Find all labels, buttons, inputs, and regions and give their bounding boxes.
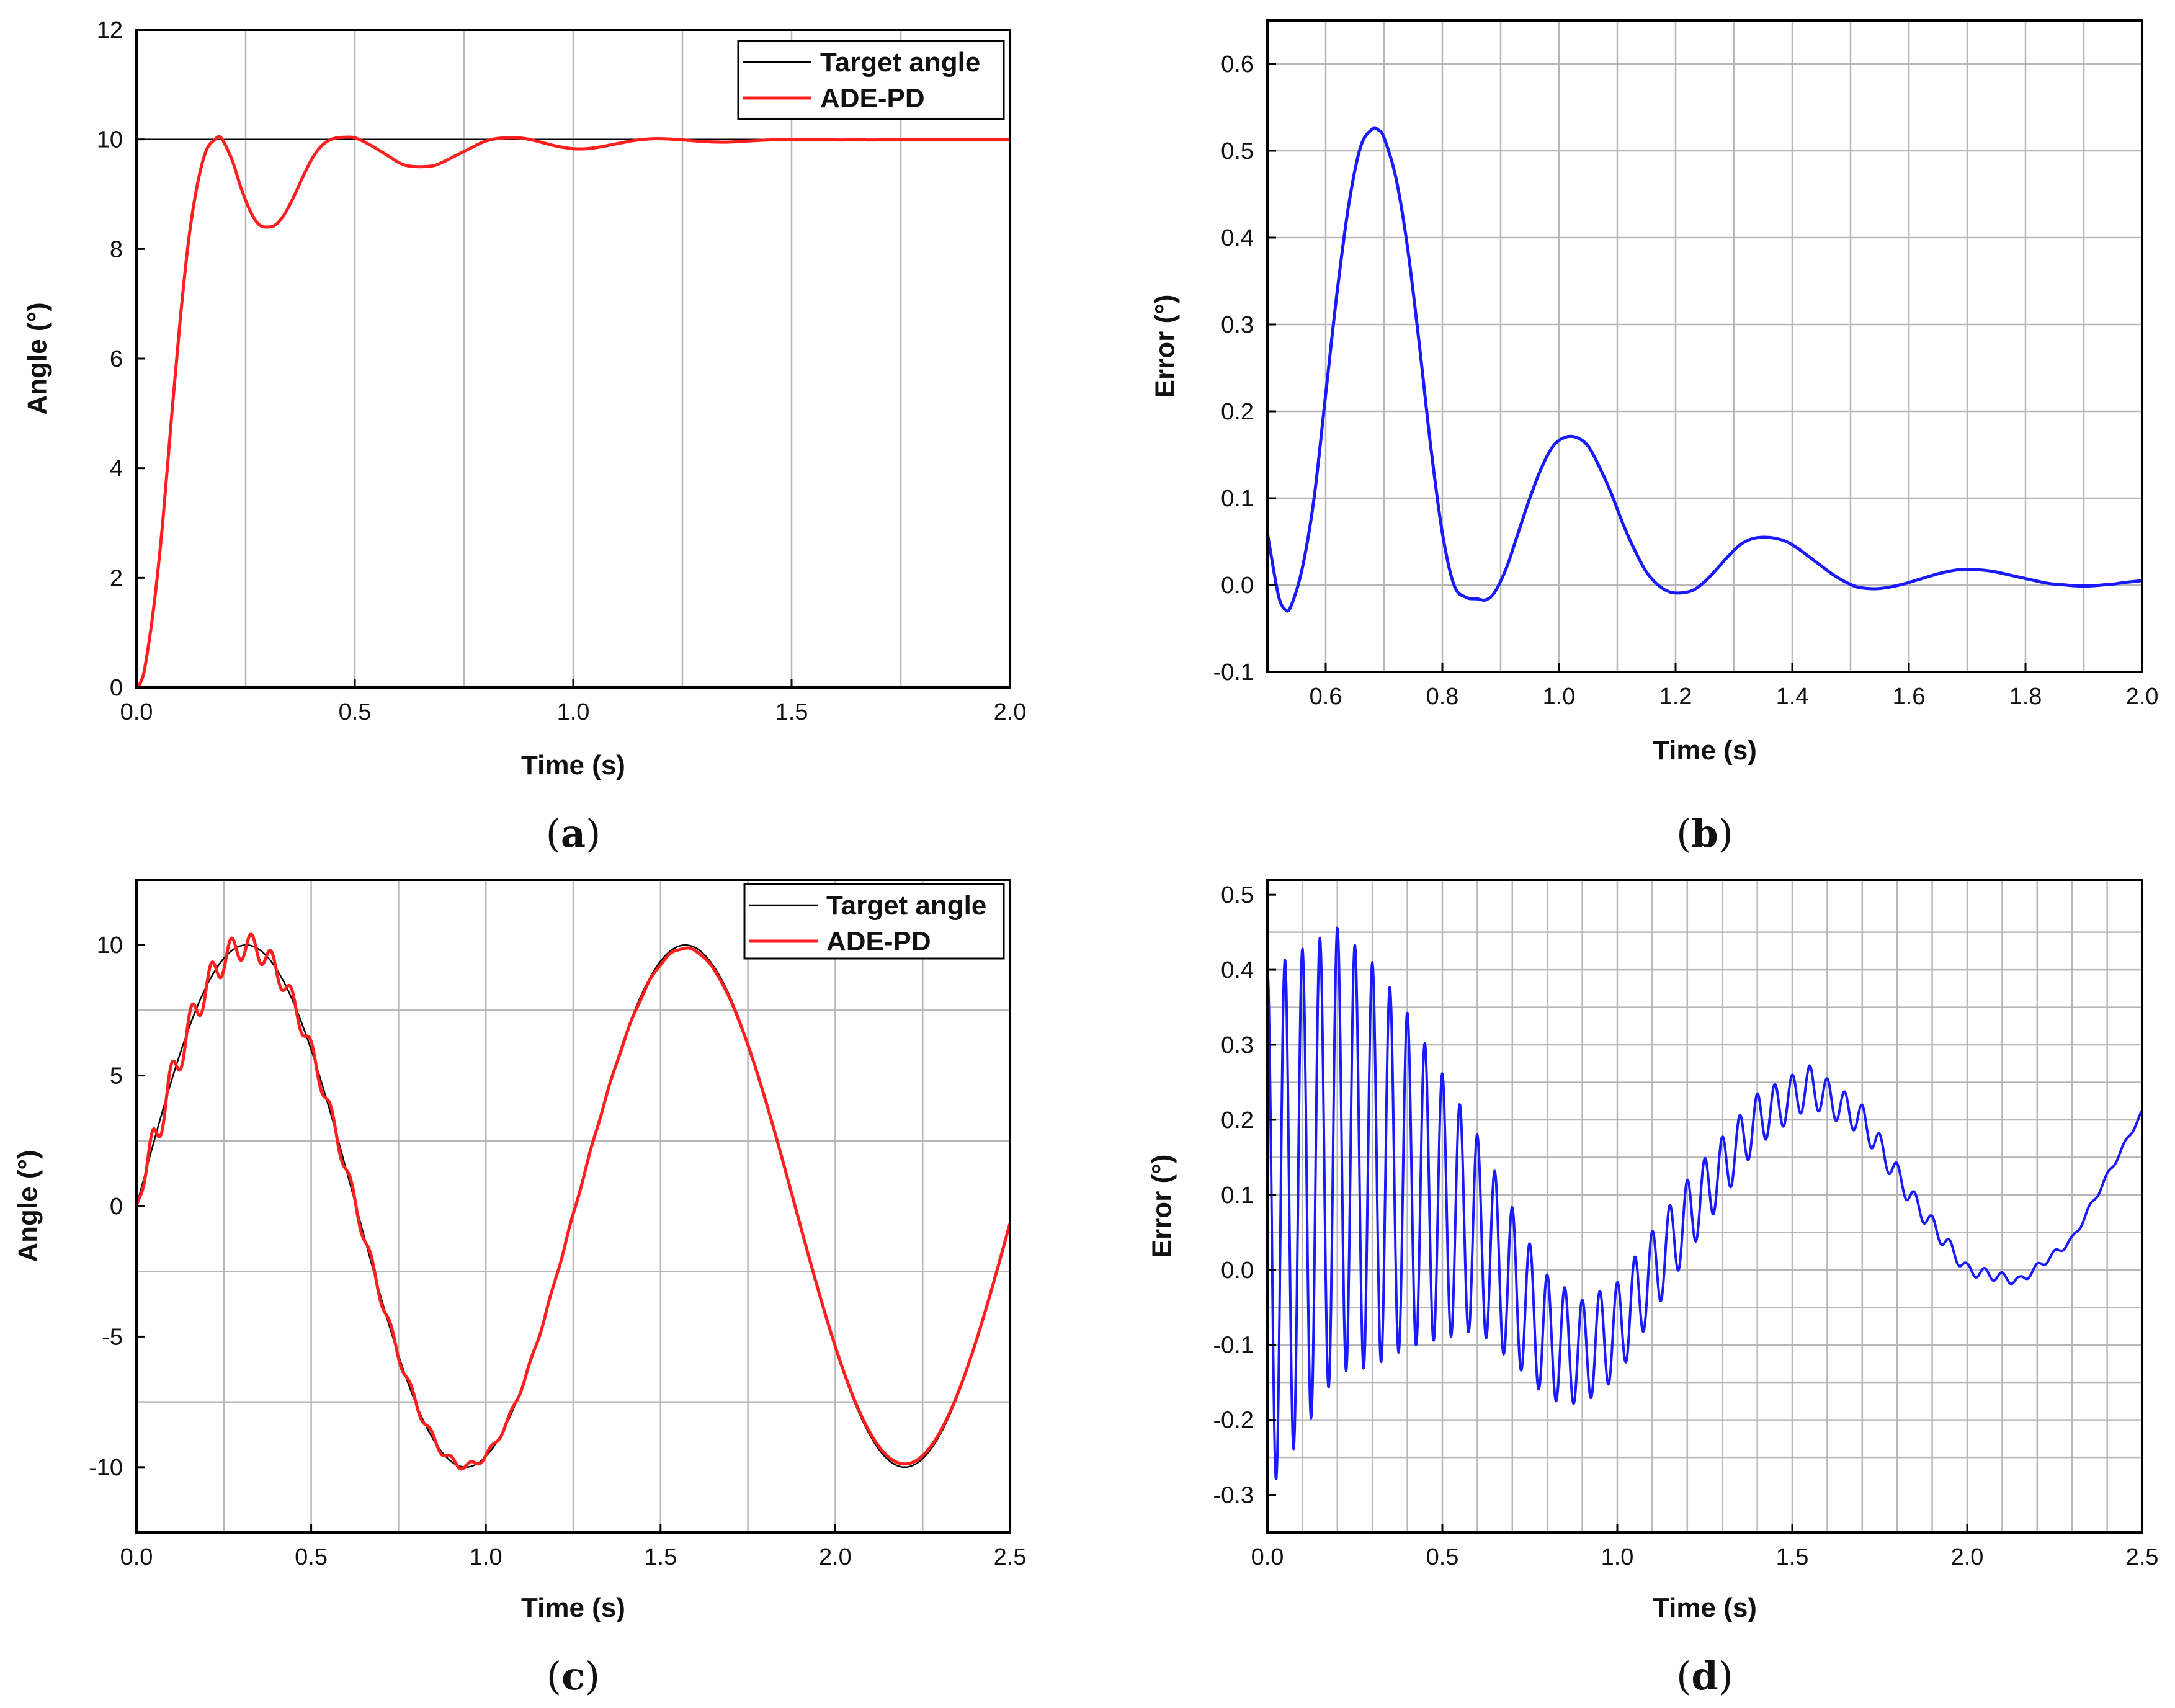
y-tick-label: 0.4: [1221, 225, 1254, 251]
x-tick-label: 0.5: [339, 699, 372, 725]
y-tick-label: 2: [110, 565, 123, 591]
grid-c: [136, 880, 1010, 1532]
caption-letter-b: b: [1691, 811, 1718, 856]
x-tick-label: 2.0: [1951, 1544, 1984, 1570]
grid-b: [1267, 20, 2142, 672]
y-tick-label: 0.3: [1221, 1032, 1254, 1058]
x-tick-label: 1.0: [1601, 1544, 1634, 1570]
legend-label-ade-pd: ADE-PD: [820, 83, 925, 114]
legend-label-ade-pd-c: ADE-PD: [826, 926, 931, 957]
x-tick-label: 0.5: [1426, 1544, 1459, 1570]
x-axis-title-c: Time (s): [521, 1593, 625, 1623]
y-tick-label: 10: [97, 932, 123, 959]
x-tick-label: 0.0: [1251, 1544, 1284, 1570]
x-axis-title-b: Time (s): [1653, 735, 1757, 766]
y-tick-label: 0.5: [1221, 882, 1254, 908]
x-tick-label: 2.0: [994, 699, 1027, 725]
x-tick-label: 0.0: [120, 699, 153, 725]
legend-label-target-angle-c: Target angle: [826, 890, 986, 921]
y-axis-title-a: Angle (°): [22, 302, 53, 414]
x-tick-label: 0.8: [1426, 684, 1459, 710]
ticks-a: 0.0 0.5 1.0 1.5 2.0 0 2 4 6 8 10 12: [97, 17, 1027, 725]
y-tick-label: 0.1: [1221, 486, 1254, 512]
legend-c: Target angle ADE-PD: [743, 883, 1005, 960]
ticks-c: 0.0 0.5 1.0 1.5 2.0 2.5 -10 -5 0 5 10: [89, 932, 1026, 1570]
y-tick-label: 0.6: [1221, 51, 1254, 78]
y-tick-label: 0.1: [1221, 1183, 1254, 1209]
x-tick-label: 0.5: [295, 1544, 328, 1570]
x-tick-label: 1.2: [1659, 684, 1692, 710]
caption-d: (d): [1676, 1653, 1733, 1699]
y-tick-label: -0.1: [1213, 1333, 1254, 1359]
y-tick-label: 0.5: [1221, 138, 1254, 164]
x-tick-label: 0.6: [1310, 684, 1342, 710]
x-tick-label: 1.0: [557, 699, 590, 725]
caption-a: (a): [546, 811, 601, 856]
series-layer-a: [136, 135, 1010, 687]
series-ade-pd-line-c: [136, 932, 1010, 1471]
legend-box-a: [737, 40, 1005, 120]
x-tick-label: 1.0: [1543, 684, 1576, 710]
series-layer-c: [136, 932, 1010, 1471]
plot-frame-b: [1266, 19, 2143, 673]
x-tick-label: 0.0: [120, 1544, 153, 1570]
x-tick-label: 1.8: [2009, 684, 2042, 710]
ticks-b: 0.6 0.8 1.0 1.2 1.4 1.6 1.8 2.0 -0.1 0.0 0.1 0.2 0.3…: [1213, 51, 2159, 710]
x-tick-label: 2.5: [2126, 1544, 2159, 1570]
y-axis-title-d: Error (°): [1147, 1155, 1177, 1258]
caption-letter-c: c: [561, 1653, 585, 1699]
series-ade-pd-line: [136, 135, 1010, 687]
y-tick-label: 0.0: [1221, 573, 1254, 599]
series-error-line-b: [1267, 126, 2142, 613]
x-tick-label: 2.0: [2126, 684, 2159, 710]
y-axis-title-c: Angle (°): [13, 1150, 43, 1262]
y-tick-label: 10: [97, 127, 123, 153]
x-tick-label: 2.0: [819, 1544, 852, 1570]
y-tick-label: 0: [110, 1194, 123, 1220]
y-tick-label: -10: [89, 1455, 123, 1481]
x-tick-label: 1.5: [1776, 1544, 1809, 1570]
x-tick-label: 1.5: [775, 699, 808, 725]
series-layer-d: [1267, 926, 2142, 1480]
y-tick-label: 0.4: [1221, 957, 1254, 983]
x-tick-label: 2.5: [994, 1544, 1027, 1570]
caption-c: (c): [547, 1653, 600, 1699]
legend-label-target-angle: Target angle: [820, 47, 980, 78]
caption-letter-d: d: [1691, 1653, 1718, 1699]
y-tick-label: 5: [110, 1063, 123, 1089]
x-tick-label: 1.5: [644, 1544, 677, 1570]
chart-panel-c: 0.0 0.5 1.0 1.5 2.0 2.5 -10 -5 0 5 10 Time (s) Ang…: [13, 879, 1026, 1699]
x-tick-label: 1.6: [1893, 684, 1926, 710]
chart-panel-d: 0.0 0.5 1.0 1.5 2.0 2.5 -0.3 -0.2 -0.1 0.0 0.1 0.2 0…: [1147, 879, 2159, 1699]
y-tick-label: -0.1: [1213, 660, 1254, 686]
x-axis-title-d: Time (s): [1653, 1593, 1757, 1623]
x-tick-label: 1.4: [1776, 684, 1809, 710]
y-tick-label: 0.2: [1221, 1107, 1254, 1133]
legend-box-c: [743, 883, 1005, 960]
x-axis-title-a: Time (s): [521, 750, 625, 780]
chart-panel-a: 0.0 0.5 1.0 1.5 2.0 0 2 4 6 8 10 12 Time (s) Angle …: [22, 17, 1027, 856]
y-tick-label: -0.2: [1213, 1408, 1254, 1434]
y-tick-label: 4: [110, 456, 123, 482]
y-tick-label: 6: [110, 346, 123, 372]
y-tick-label: 0.3: [1221, 312, 1254, 338]
plot-frame-d: [1266, 879, 2143, 1534]
y-tick-label: 0.0: [1221, 1258, 1254, 1284]
y-axis-title-b: Error (°): [1150, 295, 1181, 398]
y-tick-label: -0.3: [1213, 1483, 1254, 1509]
caption-letter-a: a: [561, 811, 586, 856]
legend-a: Target angle ADE-PD: [737, 40, 1005, 120]
series-layer-b: [1267, 126, 2142, 613]
chart-panel-b: 0.6 0.8 1.0 1.2 1.4 1.6 1.8 2.0 -0.1 0.0 0.1 0.2 0.3…: [1150, 19, 2159, 856]
y-tick-label: 0.2: [1221, 399, 1254, 425]
y-tick-label: 8: [110, 236, 123, 262]
series-error-line-d: [1267, 926, 2142, 1480]
y-tick-label: -5: [102, 1324, 123, 1350]
ticks-d: 0.0 0.5 1.0 1.5 2.0 2.5 -0.3 -0.2 -0.1 0.0 0.1 0.2 0…: [1213, 882, 2159, 1570]
y-tick-label: 12: [97, 17, 123, 43]
x-tick-label: 1.0: [470, 1544, 502, 1570]
y-tick-label: 0: [110, 675, 123, 701]
caption-b: (b): [1676, 811, 1733, 856]
